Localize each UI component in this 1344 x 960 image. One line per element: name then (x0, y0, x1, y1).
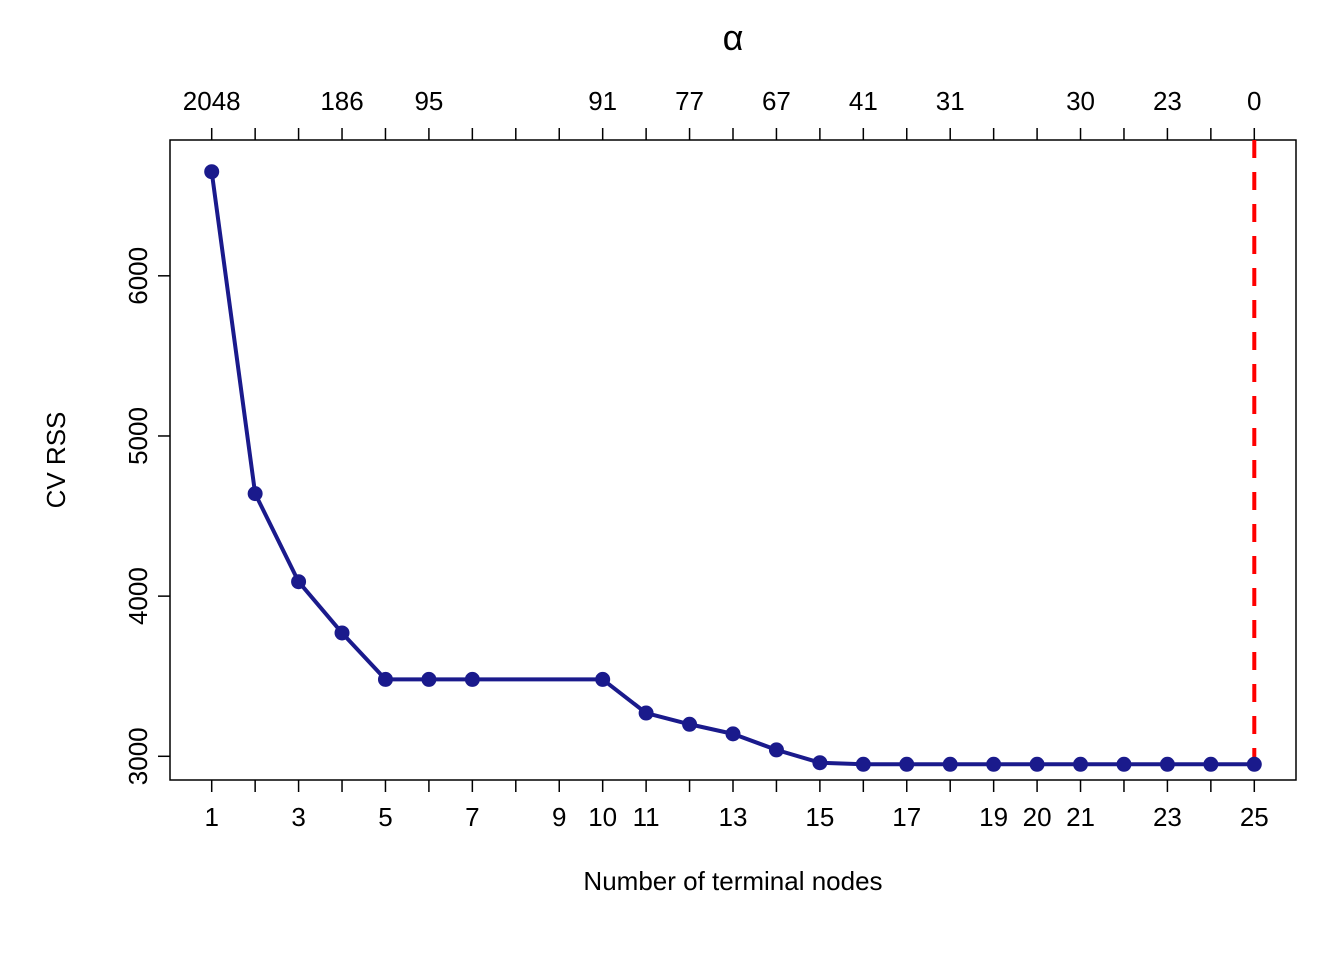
top-tick-label: 0 (1247, 86, 1261, 116)
y-tick-label: 6000 (123, 247, 153, 305)
top-tick-label: 95 (414, 86, 443, 116)
series-marker (1160, 757, 1174, 771)
series-marker (639, 706, 653, 720)
series-marker (292, 575, 306, 589)
x-tick-label: 1 (204, 802, 218, 832)
x-tick-label: 21 (1066, 802, 1095, 832)
x-tick-label: 9 (552, 802, 566, 832)
series-marker (987, 757, 1001, 771)
x-tick-label: 19 (979, 802, 1008, 832)
top-tick-label: 67 (762, 86, 791, 116)
y-tick-label: 3000 (123, 727, 153, 785)
y-tick-label: 4000 (123, 567, 153, 625)
x-tick-label: 17 (892, 802, 921, 832)
y-tick-label: 5000 (123, 407, 153, 465)
series-marker (1204, 757, 1218, 771)
top-tick-label: 77 (675, 86, 704, 116)
top-tick-label: 91 (588, 86, 617, 116)
series-marker (1074, 757, 1088, 771)
series-marker (683, 717, 697, 731)
series-marker (248, 487, 262, 501)
series-marker (856, 757, 870, 771)
x-tick-label: 11 (633, 802, 660, 832)
series-marker (726, 727, 740, 741)
series-marker (422, 672, 436, 686)
top-axis-title: α (723, 17, 744, 58)
x-tick-label: 7 (465, 802, 479, 832)
top-tick-label: 41 (849, 86, 878, 116)
x-tick-label: 15 (805, 802, 834, 832)
series-marker (1117, 757, 1131, 771)
top-tick-label: 2048 (183, 86, 241, 116)
top-tick-label: 23 (1153, 86, 1182, 116)
series-marker (596, 672, 610, 686)
x-tick-label: 25 (1240, 802, 1269, 832)
series-marker (335, 626, 349, 640)
series-marker (943, 757, 957, 771)
x-tick-label: 3 (291, 802, 305, 832)
series-marker (465, 672, 479, 686)
top-tick-label: 31 (936, 86, 965, 116)
series-marker (1030, 757, 1044, 771)
series-marker (769, 743, 783, 757)
top-tick-label: 186 (320, 86, 363, 116)
x-axis-title: Number of terminal nodes (583, 866, 882, 896)
cv-rss-chart: 3000400050006000CV RSS135791011131517192… (0, 0, 1344, 960)
series-marker (205, 165, 219, 179)
plot-area (170, 140, 1296, 780)
x-tick-label: 10 (588, 802, 617, 832)
top-tick-label: 30 (1066, 86, 1095, 116)
series-marker (813, 756, 827, 770)
x-tick-label: 23 (1153, 802, 1182, 832)
series-marker (378, 672, 392, 686)
series-marker (1247, 757, 1261, 771)
x-tick-label: 20 (1023, 802, 1052, 832)
x-tick-label: 5 (378, 802, 392, 832)
y-axis-title: CV RSS (41, 412, 71, 509)
x-tick-label: 13 (719, 802, 748, 832)
series-marker (900, 757, 914, 771)
